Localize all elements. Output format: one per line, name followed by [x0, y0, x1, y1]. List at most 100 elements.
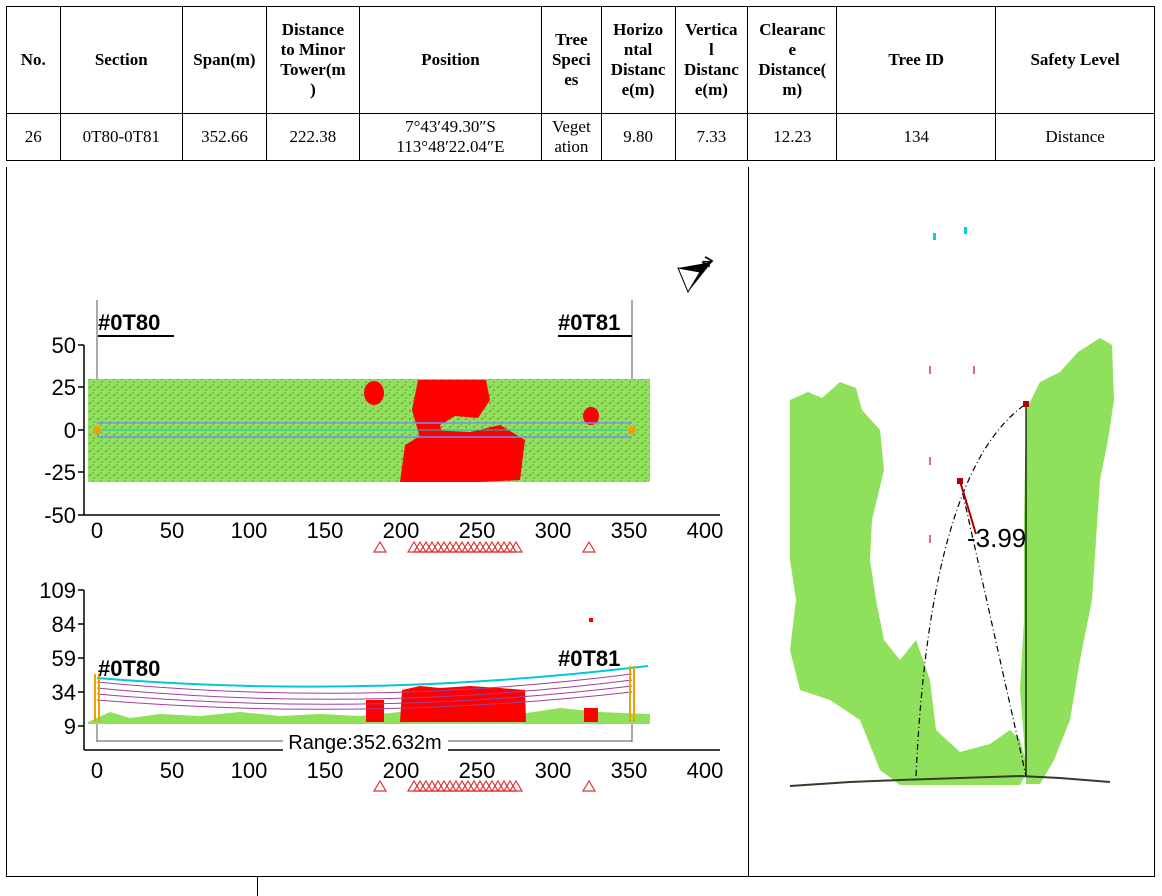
profile-x-tick: 250	[459, 758, 496, 783]
profile-x-tick: 100	[231, 758, 268, 783]
danger-marker-icon	[472, 540, 488, 553]
danger-marker-icon	[508, 779, 524, 792]
cell-section: 0T80-0T81	[59, 113, 183, 161]
cell-distance-minor-tower: 222.38	[265, 113, 360, 161]
cross-section-measure-label: -3.99	[967, 523, 1026, 553]
danger-marker-icon	[436, 540, 452, 553]
profile-x-tick: 400	[687, 758, 724, 783]
profile-tower-left-label: #0T80	[98, 656, 160, 681]
cell-safety-level: Distance	[995, 113, 1155, 161]
danger-marker-icon	[436, 779, 452, 792]
position-lon: 113°48′22.04″E	[396, 137, 505, 156]
danger-marker-icon	[372, 540, 388, 553]
cell-tree-species: Veget ation	[541, 113, 602, 161]
range-label: Range:352.632m	[288, 732, 441, 754]
figure-divider	[748, 167, 749, 877]
north-arrow-icon: N	[677, 254, 716, 294]
header-safety-level: Safety Level	[995, 6, 1155, 114]
plan-x-tick: 150	[307, 518, 344, 543]
header-horizontal-distance: Horizo ntal Distanc e(m)	[600, 6, 676, 114]
plan-x-tick: 200	[383, 518, 420, 543]
figure-frame	[6, 167, 1155, 877]
danger-marker-icon	[581, 779, 597, 792]
profile-y-tick: 59	[52, 646, 76, 671]
cell-vertical: 7.33	[674, 113, 749, 161]
profile-x-tick: 150	[307, 758, 344, 783]
danger-marker-icon	[406, 540, 422, 553]
danger-marker-icon	[484, 540, 500, 553]
danger-marker-icon	[412, 540, 428, 553]
plan-x-tick: 350	[611, 518, 648, 543]
bottom-stub-line	[257, 877, 258, 896]
plan-tower-left-label: #0T80	[98, 310, 160, 335]
cell-position: 7°43′49.30″S 113°48′22.04″E	[358, 113, 543, 161]
danger-marker-icon	[496, 779, 512, 792]
danger-marker-icon	[508, 540, 524, 553]
profile-danger-zones	[366, 618, 598, 722]
header-tree-species: Tree Speci es	[541, 6, 602, 114]
plan-y-tick: 0	[64, 418, 76, 443]
table-row: 26 0T80-0T81 352.66 222.38 7°43′49.30″S …	[6, 113, 1155, 161]
profile-view: 109 84 59 34 9 0 50 100 150 200 250 300 …	[39, 578, 724, 792]
header-no: No.	[6, 6, 61, 114]
profile-x-tick: 50	[160, 758, 184, 783]
profile-x-tick: 350	[611, 758, 648, 783]
plan-y-tick: -25	[44, 460, 76, 485]
danger-marker-icon	[430, 540, 446, 553]
danger-marker-icon	[496, 540, 512, 553]
cell-span: 352.66	[181, 113, 267, 161]
danger-marker-icon	[454, 540, 470, 553]
profile-danger-markers	[372, 779, 597, 792]
danger-marker-icon	[478, 540, 494, 553]
header-clearance-distance: Clearanc e Distance(m)	[747, 6, 838, 114]
plan-y-tick: -50	[44, 503, 76, 528]
header-tree-id: Tree ID	[836, 6, 997, 114]
profile-y-tick: 109	[39, 578, 76, 603]
danger-marker-icon	[442, 779, 458, 792]
tower-left-icon	[94, 674, 100, 722]
danger-marker-icon	[502, 540, 518, 553]
plan-x-tick: 0	[91, 518, 103, 543]
profile-x-tick: 200	[383, 758, 420, 783]
profile-x-tick: 0	[91, 758, 103, 783]
header-position: Position	[358, 6, 543, 114]
danger-marker-icon	[430, 779, 446, 792]
plan-view: #0T80 #0T81 50 25 0 -25 -	[44, 300, 724, 553]
plan-tower-right-label: #0T81	[558, 310, 620, 335]
danger-marker-icon	[581, 540, 597, 553]
danger-marker-icon	[424, 540, 440, 553]
danger-marker-icon	[490, 540, 506, 553]
danger-marker-icon	[424, 779, 440, 792]
danger-marker-icon	[418, 540, 434, 553]
plan-x-tick: 400	[687, 518, 724, 543]
profile-tower-right-label: #0T81	[558, 646, 620, 671]
position-lat: 7°43′49.30″S	[405, 117, 496, 136]
plan-x-tick: 50	[160, 518, 184, 543]
header-distance-minor-tower: Distance to Minor Tower(m)	[265, 6, 360, 114]
clearance-report-table: No. Section Span(m) Distance to Minor Towe…	[6, 6, 1155, 161]
header-row: No. Section Span(m) Distance to Minor Towe…	[6, 6, 1155, 114]
cell-clearance: 12.23	[747, 113, 838, 161]
plan-y-tick: 50	[52, 333, 76, 358]
cell-no: 26	[6, 113, 61, 161]
plan-x-tick: 250	[459, 518, 496, 543]
plan-y-tick: 25	[52, 375, 76, 400]
plan-danger-zones	[364, 380, 599, 482]
danger-marker-icon	[460, 540, 476, 553]
header-vertical-distance: Vertica l Distanc e(m)	[674, 6, 749, 114]
profile-y-tick: 84	[52, 612, 76, 637]
cross-section-view: -3.99	[789, 227, 1114, 787]
profile-y-tick: 34	[52, 680, 76, 705]
cell-horizontal: 9.80	[600, 113, 676, 161]
cell-tree-id: 134	[836, 113, 997, 161]
danger-marker-icon	[418, 779, 434, 792]
plan-x-tick: 100	[231, 518, 268, 543]
danger-marker-icon	[442, 540, 458, 553]
tower-right-icon	[629, 666, 635, 722]
danger-marker-icon	[448, 540, 464, 553]
profile-x-tick: 300	[535, 758, 572, 783]
plan-x-tick: 300	[535, 518, 572, 543]
profile-y-tick: 9	[64, 714, 76, 739]
danger-marker-icon	[466, 540, 482, 553]
